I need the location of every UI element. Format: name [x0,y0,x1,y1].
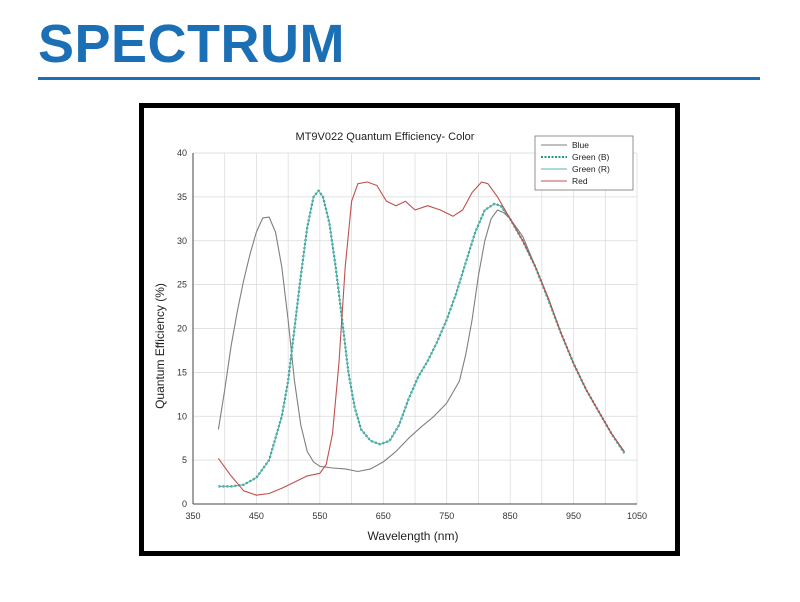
x-axis-label: Wavelength (nm) [368,529,459,543]
chart-title: MT9V022 Quantum Efficiency- Color [296,131,475,143]
y-tick-label: 40 [177,148,187,158]
x-tick-label: 850 [503,511,518,521]
y-tick-label: 20 [177,324,187,334]
y-tick-label: 25 [177,280,187,290]
slide-title: SPECTRUM [38,14,346,74]
axes [192,153,637,505]
x-tick-label: 550 [312,511,327,521]
series-line-blue [217,209,625,473]
series-lines [217,181,626,496]
legend: Blue Green (B) Green (R) Red [534,135,634,191]
y-tick-label: 15 [177,367,187,377]
x-tick-label: 650 [376,511,391,521]
title-underline [38,77,760,80]
series-line-red [217,181,625,496]
chart-frame: 350 450 550 650 750 850 950 1050 0 5 10 15 20 25 30 35 4… [139,103,680,556]
y-axis-label: Quantum Efficiency (%) [153,283,167,409]
y-tick-label: 10 [177,411,187,421]
x-tick-label: 950 [566,511,581,521]
legend-label: Green (B) [572,152,609,162]
grid [192,152,638,505]
y-tick-label: 35 [177,192,187,202]
y-tick-label: 0 [182,499,187,509]
y-tick-label: 5 [182,455,187,465]
legend-label: Green (R) [572,164,610,174]
y-tick-label: 30 [177,236,187,246]
x-tick-label: 350 [185,511,200,521]
x-tick-label: 1050 [627,511,647,521]
x-tick-label: 750 [439,511,454,521]
legend-label: Blue [572,140,589,150]
x-tick-label: 450 [249,511,264,521]
tick-labels: 350 450 550 650 750 850 950 1050 0 5 10 15 20 25 30 35 4… [177,148,647,521]
legend-label: Red [572,176,588,186]
quantum-efficiency-chart: 350 450 550 650 750 850 950 1050 0 5 10 15 20 25 30 35 4… [144,108,675,551]
